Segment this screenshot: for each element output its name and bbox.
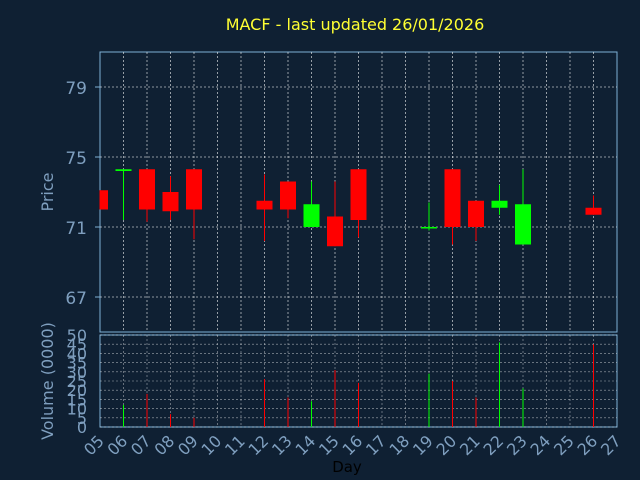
x-axis-label: Day	[332, 458, 362, 476]
volume-tick-label: 5	[77, 409, 87, 428]
candle-body	[162, 192, 179, 212]
chart-title: MACF - last updated 26/01/2026	[226, 15, 485, 34]
x-tick-labels: 0506070809101112131415161718192021222324…	[80, 431, 625, 459]
candle-body	[421, 227, 437, 229]
price-y-ticks: 67 71 75 79	[65, 79, 100, 309]
candle-body	[139, 169, 155, 210]
candle-14	[303, 181, 320, 227]
candle-13	[280, 181, 296, 219]
volume-tick-label: 50	[67, 326, 87, 345]
candle-20	[444, 169, 461, 245]
volume-tick-label: 10	[67, 400, 87, 419]
volume-tick-label: 20	[67, 381, 87, 400]
candle-26	[585, 195, 602, 215]
volume-tick-label: 15	[67, 390, 87, 409]
candle-16	[350, 169, 367, 238]
volume-tick-label: 40	[67, 344, 87, 363]
candle-body	[444, 169, 461, 227]
price-tick-label: 67	[65, 289, 87, 309]
candle-07	[139, 169, 155, 222]
candle-12	[256, 174, 273, 241]
candle-21	[468, 200, 484, 241]
volume-tick-label: 25	[67, 372, 87, 391]
candle-body	[515, 204, 531, 245]
volume-tick-label: 30	[67, 363, 87, 382]
candle-body	[303, 204, 320, 227]
candle-body	[585, 207, 602, 215]
candle-06	[115, 169, 132, 220]
price-y-axis-label: Price	[38, 172, 57, 211]
volume-bars	[123, 342, 594, 427]
candle-body	[256, 200, 273, 210]
volume-y-axis-label: Volume (0000)	[38, 322, 57, 440]
candle-body	[280, 181, 296, 210]
candle-22	[491, 185, 508, 215]
candle-body	[350, 169, 367, 220]
volume-tick-label: 35	[67, 354, 87, 373]
candle-08	[162, 176, 179, 220]
candle-body	[100, 190, 108, 210]
volume-tick-label: 0	[77, 418, 87, 437]
candle-body	[468, 200, 484, 227]
price-tick-label: 75	[65, 149, 87, 169]
candle-09	[186, 169, 202, 240]
candle-body	[186, 169, 202, 210]
candle-body	[491, 200, 508, 208]
candle-15	[327, 181, 343, 247]
candle-body	[327, 216, 343, 247]
candle-23	[515, 169, 531, 245]
candles	[99, 169, 602, 247]
volume-tick-label: 45	[67, 335, 87, 354]
price-tick-label: 71	[65, 219, 87, 239]
price-panel: 67 71 75 79 Price	[38, 51, 618, 333]
candle-05	[99, 190, 108, 210]
price-tick-label: 79	[65, 79, 87, 99]
candle-19	[421, 202, 437, 231]
candle-body	[115, 169, 132, 171]
